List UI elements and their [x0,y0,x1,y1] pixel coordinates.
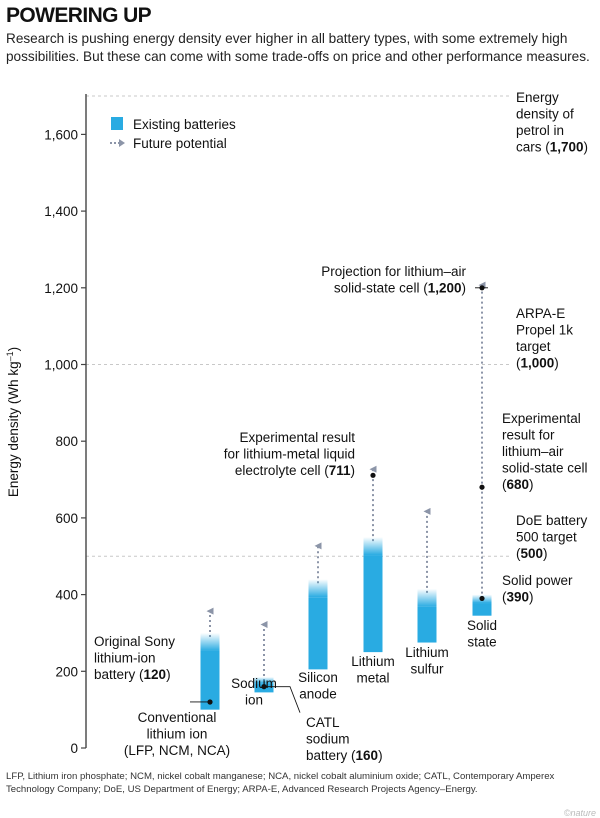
annotation-li-air-experimental-line: lithium–air [502,444,564,459]
category-label-line: lithium ion [147,727,208,742]
publisher-watermark: ©nature [563,808,596,818]
reference-doe-tail: ) [543,546,548,561]
category-label-line: ion [245,693,263,708]
annotation-li-air-experimental-line: solid-state cell [502,461,588,476]
annotation-solid-power-tail: ) [529,590,534,605]
annotation-catl-tail: ) [378,748,383,763]
annotation-catl-line: battery (160) [306,748,383,763]
category-label-line: metal [356,671,389,686]
category-label-line: Lithium [351,654,395,669]
legend-label-existing: Existing batteries [133,117,236,132]
category-label-line: Solid [467,618,497,633]
reference-petrol-line: cars (1,700) [516,140,588,155]
reference-doe-value: 500 [521,546,544,561]
chart-footnote: LFP, Lithium iron phosphate; NCM, nickel… [6,771,555,795]
annotation-sony-line: lithium-ion [94,651,156,666]
category-label-line: (LFP, NCM, NCA) [124,743,230,758]
annotation-catl-value: 160 [356,748,379,763]
reference-arpa-e-tail: ) [554,356,559,371]
annotation-li-metal-line: electrolyte cell (711) [235,463,355,478]
annotation-solid-power-value: 390 [507,590,530,605]
existing-bar-fade [308,579,328,598]
y-tick-label: 200 [55,664,78,679]
annotation-point [261,684,267,690]
category-label-line: state [467,635,496,650]
category-label-line: sulfur [410,662,444,677]
annotation-li-air-projection-tail: ) [462,281,467,296]
y-tick-label: 1,200 [44,281,78,296]
annotation-solid-power-line: Solid power [502,573,573,588]
reference-petrol-line: Energy [516,90,559,105]
annotation-sony-line: battery (120) [94,667,171,682]
reference-arpa-e-value: 1,000 [521,356,555,371]
legend-arrow-future [119,139,125,147]
existing-bar [308,597,328,670]
reference-arpa-e-line: ARPA-E [516,306,565,321]
reference-doe-line: 500 target [516,530,577,545]
annotation-li-metal-line: Experimental result [239,430,355,445]
annotation-li-air-projection-value: 1,200 [428,281,462,296]
annotation-leader [266,686,301,713]
annotation-li-air-experimental-tail: ) [529,477,534,492]
y-axis-label: Energy density (Wh kg–1) [5,347,21,497]
y-tick-label: 1,000 [44,358,78,373]
existing-bar-fade [363,537,383,556]
annotation-sony-line: Original Sony [94,634,175,649]
reference-doe-line: (500) [516,546,548,561]
annotation-point [479,595,485,602]
chart-subtitle: Research is pushing energy density ever … [6,31,590,64]
y-tick-label: 1,600 [44,127,78,142]
annotation-li-air-projection-line: solid-state cell (1,200) [334,281,466,296]
annotation-li-metal-tail: ) [351,463,356,478]
reference-doe-line: DoE battery [516,513,588,528]
annotation-li-air-experimental-line: result for [502,428,555,443]
y-tick-label: 600 [55,511,78,526]
y-tick-label: 400 [55,588,78,603]
existing-bar [200,650,220,710]
reference-arpa-e-line: (1,000) [516,356,559,371]
reference-petrol-value: 1,700 [550,140,584,155]
annotation-sony-tail: ) [166,667,171,682]
category-label-line: Lithium [405,645,449,660]
category-label-line: Conventional [138,710,217,725]
reference-petrol-line: density of [516,107,574,122]
y-axis-label-close: ) [6,347,21,352]
annotation-point [370,472,376,478]
y-tick-label: 0 [70,741,78,756]
y-axis-label-exponent: –1 [5,351,15,361]
legend-swatch-existing [111,117,123,130]
annotation-point [207,699,213,705]
category-label-line: anode [299,687,337,702]
annotation-li-metal-line: for lithium-metal liquid [224,447,355,462]
reference-petrol-line: petrol in [516,123,564,138]
legend-label-future: Future potential [133,136,227,151]
annotation-sony-value: 120 [144,667,167,682]
reference-arpa-e-line: Propel 1k [516,323,573,338]
existing-bar-fade [417,588,437,607]
annotation-catl-line: sodium [306,732,350,747]
reference-arpa-e-line: target [516,339,551,354]
existing-bar [417,606,437,643]
reference-petrol-tail: ) [584,140,589,155]
existing-bar [472,603,492,616]
y-tick-label: 800 [55,434,78,449]
annotation-li-air-experimental-value: 680 [507,477,530,492]
annotation-point [479,484,485,490]
annotation-li-metal-value: 711 [329,463,351,478]
existing-bar [363,555,383,653]
existing-bar-fade [200,632,220,651]
annotation-li-air-projection-line: Projection for lithium–air [321,264,466,279]
annotation-li-air-experimental-line: (680) [502,477,534,492]
annotation-solid-power-line: (390) [502,590,534,605]
annotation-li-air-experimental-line: Experimental [502,411,581,426]
y-tick-label: 1,400 [44,204,78,219]
category-label-line: Silicon [298,670,338,685]
annotation-catl-line: CATL [306,715,340,730]
existing-bar-fade [254,677,274,684]
chart-title: POWERING UP [6,4,152,27]
category-label-line: Sodium [231,676,277,691]
